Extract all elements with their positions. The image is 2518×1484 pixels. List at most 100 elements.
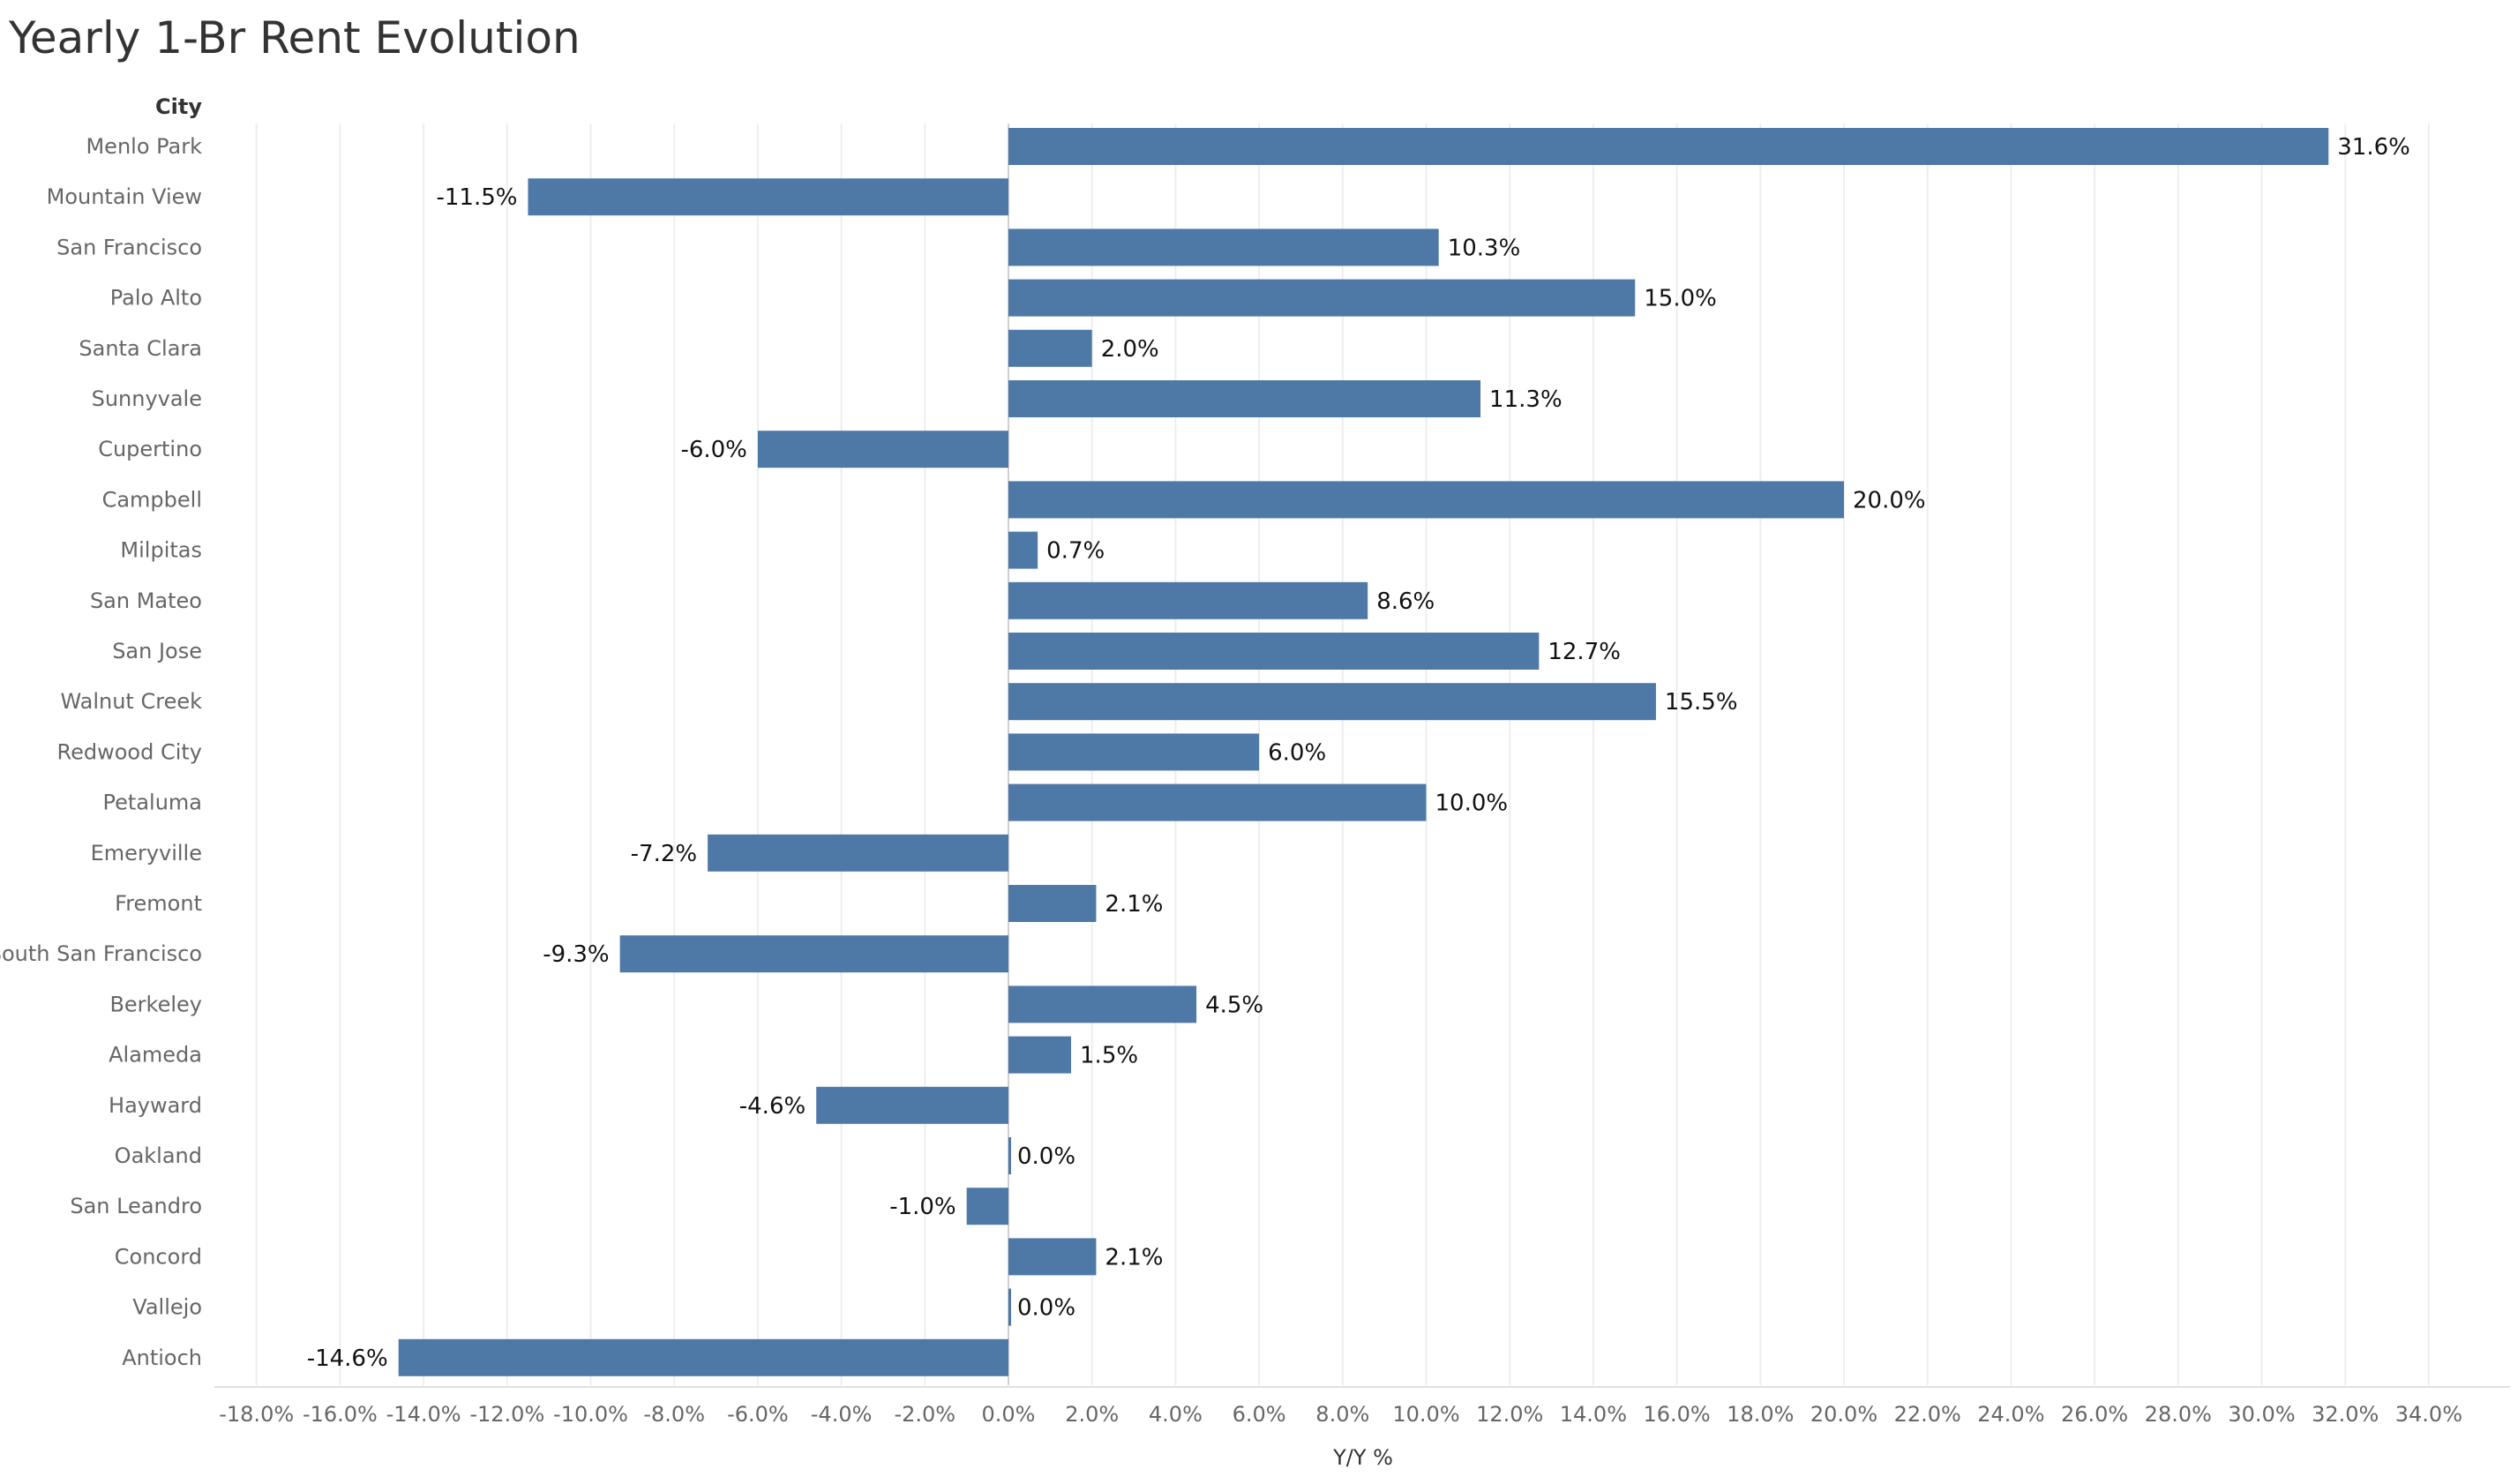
data-label: -6.0% (680, 437, 746, 463)
row-label: Fremont (115, 891, 202, 916)
x-tick-label: 22.0% (1894, 1402, 1961, 1427)
bar (1008, 633, 1540, 670)
bar (1008, 531, 1038, 569)
x-tick-label: 10.0% (1392, 1402, 1459, 1427)
row-label: Sunnyvale (92, 386, 202, 411)
bar (1008, 1288, 1011, 1326)
data-label: -4.6% (739, 1093, 806, 1120)
bar (1008, 885, 1097, 922)
bar (1008, 683, 1656, 721)
x-tick-label: 16.0% (1643, 1402, 1710, 1427)
x-tick-label: 28.0% (2145, 1402, 2212, 1427)
data-label: 2.0% (1101, 336, 1159, 363)
row-label: Cupertino (98, 437, 202, 461)
x-tick-label: 24.0% (1977, 1402, 2044, 1427)
x-tick-label: -6.0% (727, 1402, 789, 1427)
row-labels: Menlo Park Mountain View San Francisco Palo… (0, 134, 202, 1370)
x-tick-label: -12.0% (469, 1402, 544, 1427)
data-label: 0.0% (1017, 1143, 1075, 1170)
data-label: 31.6% (2337, 134, 2410, 161)
row-label: San Leandro (70, 1194, 202, 1218)
x-tick-label: 6.0% (1233, 1402, 1286, 1427)
row-label: Redwood City (57, 739, 203, 764)
row-label: South San Francisco (0, 941, 202, 966)
data-label: 10.3% (1448, 235, 1521, 261)
data-label: -11.5% (436, 184, 517, 211)
x-tick-label: 20.0% (1810, 1402, 1877, 1427)
bar (528, 178, 1008, 216)
x-tick-label: -16.0% (303, 1402, 378, 1427)
bar (1008, 733, 1260, 771)
bar (1008, 1137, 1011, 1174)
x-tick-label: 4.0% (1149, 1402, 1203, 1427)
data-label: 2.1% (1105, 1244, 1163, 1270)
data-label: 0.0% (1017, 1295, 1075, 1322)
x-tick-label: 14.0% (1560, 1402, 1627, 1427)
row-label: Campbell (102, 487, 202, 512)
data-label: 15.5% (1665, 689, 1738, 716)
data-label: -1.0% (889, 1194, 955, 1220)
x-tick-label: -4.0% (811, 1402, 873, 1427)
x-tick-label: 12.0% (1476, 1402, 1543, 1427)
x-tick-label: 26.0% (2061, 1402, 2128, 1427)
data-label: 1.5% (1080, 1043, 1138, 1069)
row-label: Menlo Park (86, 134, 202, 159)
data-label: 12.7% (1548, 639, 1621, 665)
x-tick-label: 0.0% (982, 1402, 1036, 1427)
x-tick-label: 8.0% (1315, 1402, 1369, 1427)
bar (1008, 128, 2329, 165)
data-label: -7.2% (631, 841, 697, 867)
row-header: City (155, 94, 202, 119)
chart-title: Yearly 1-Br Rent Evolution (9, 12, 581, 64)
row-label: Hayward (109, 1093, 202, 1118)
bar (1008, 481, 1844, 519)
bar (816, 1086, 1008, 1124)
x-tick-label: 18.0% (1727, 1402, 1794, 1427)
row-label: San Francisco (56, 235, 202, 259)
row-label: Concord (115, 1244, 202, 1269)
row-label: Alameda (109, 1043, 202, 1068)
x-tick-label: -14.0% (386, 1402, 461, 1427)
x-axis-title: Y/Y % (1332, 1445, 1393, 1470)
x-tick-label: 32.0% (2312, 1402, 2379, 1427)
bar (1008, 783, 1427, 821)
x-tick-label: 34.0% (2395, 1402, 2462, 1427)
row-label: Oakland (115, 1143, 202, 1168)
bar (966, 1188, 1008, 1225)
data-label: 2.1% (1105, 891, 1163, 918)
data-label: -14.6% (307, 1345, 388, 1372)
data-label: 15.0% (1644, 286, 1717, 312)
x-tick-label: -18.0% (219, 1402, 294, 1427)
bar (1008, 329, 1092, 367)
bar (1008, 581, 1368, 619)
row-label: Antioch (122, 1345, 202, 1370)
row-label: Milpitas (120, 538, 202, 563)
bar (1008, 380, 1481, 417)
row-label: Emeryville (91, 841, 202, 866)
bar (619, 935, 1008, 973)
bars (398, 128, 2329, 1376)
x-tick-label: -8.0% (643, 1402, 705, 1427)
row-label: Santa Clara (79, 336, 202, 361)
tick-labels: -18.0% -16.0% -14.0% -12.0% -10.0% -8.0% -6.0%… (219, 1402, 2462, 1427)
data-label: 8.6% (1376, 588, 1435, 615)
row-label: Petaluma (103, 791, 202, 815)
data-label: -9.3% (543, 941, 609, 968)
bar (1008, 229, 1439, 266)
bar (398, 1338, 1008, 1376)
x-tick-label: -2.0% (894, 1402, 955, 1427)
data-label: 0.7% (1046, 538, 1105, 565)
bar (757, 431, 1008, 468)
row-label: Mountain View (47, 184, 202, 209)
row-label: San Jose (112, 639, 202, 663)
row-label: Vallejo (132, 1295, 202, 1320)
bar (708, 834, 1008, 872)
x-tick-label: 2.0% (1065, 1402, 1119, 1427)
row-label: Walnut Creek (60, 689, 202, 714)
data-label: 4.5% (1205, 992, 1263, 1018)
bar (1008, 1036, 1072, 1074)
bar (1008, 279, 1636, 317)
data-labels: 31.6% -11.5% 10.3% 15.0% 2.0% 11.3% -6.0% 20.0%… (307, 134, 2410, 1372)
data-label: 20.0% (1853, 487, 1926, 513)
data-label: 10.0% (1435, 791, 1509, 817)
